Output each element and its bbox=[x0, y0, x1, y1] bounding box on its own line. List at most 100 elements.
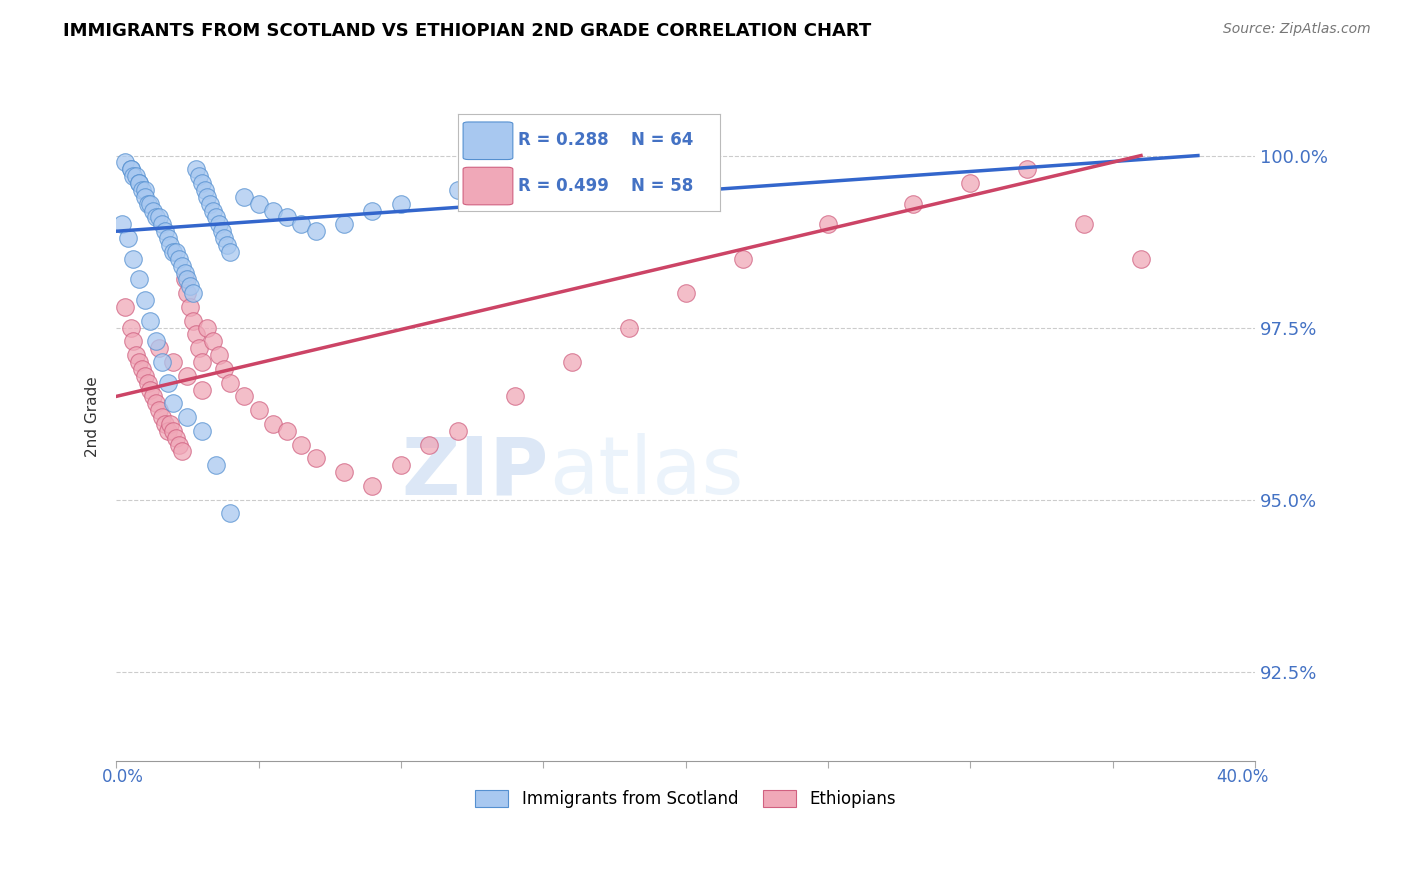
Point bbox=[162, 244, 184, 259]
Point bbox=[202, 334, 225, 349]
Point bbox=[173, 266, 195, 280]
Point bbox=[139, 314, 162, 328]
Point bbox=[125, 169, 148, 184]
Point bbox=[447, 424, 470, 438]
Point bbox=[262, 203, 284, 218]
Y-axis label: 2nd Grade: 2nd Grade bbox=[86, 376, 100, 458]
Point bbox=[162, 355, 184, 369]
Point bbox=[208, 348, 231, 362]
Point bbox=[247, 196, 270, 211]
Point bbox=[617, 320, 640, 334]
Point bbox=[304, 451, 326, 466]
Point bbox=[202, 203, 225, 218]
Point bbox=[122, 169, 145, 184]
Point bbox=[120, 162, 142, 177]
Point bbox=[200, 196, 222, 211]
Point bbox=[195, 190, 218, 204]
Point bbox=[361, 203, 384, 218]
Point bbox=[190, 176, 212, 190]
Point bbox=[333, 465, 356, 479]
Point bbox=[162, 396, 184, 410]
Point bbox=[176, 410, 198, 425]
Point bbox=[817, 218, 839, 232]
Point bbox=[139, 383, 162, 397]
Point bbox=[211, 224, 233, 238]
Point bbox=[361, 479, 384, 493]
Point bbox=[114, 300, 136, 314]
Point bbox=[333, 218, 356, 232]
Point bbox=[150, 410, 173, 425]
Point bbox=[205, 458, 228, 473]
Point bbox=[167, 437, 190, 451]
Point bbox=[176, 286, 198, 301]
Point bbox=[903, 196, 925, 211]
Point bbox=[122, 334, 145, 349]
Point bbox=[219, 376, 242, 390]
Point bbox=[389, 458, 412, 473]
Point bbox=[150, 355, 173, 369]
Text: IMMIGRANTS FROM SCOTLAND VS ETHIOPIAN 2ND GRADE CORRELATION CHART: IMMIGRANTS FROM SCOTLAND VS ETHIOPIAN 2N… bbox=[63, 22, 872, 40]
Point bbox=[111, 218, 134, 232]
Point bbox=[136, 376, 159, 390]
Point bbox=[142, 389, 165, 403]
Point bbox=[389, 196, 412, 211]
Point bbox=[214, 362, 236, 376]
Point bbox=[181, 286, 204, 301]
Point bbox=[193, 183, 215, 197]
Point bbox=[170, 444, 193, 458]
Point bbox=[114, 155, 136, 169]
Point bbox=[142, 203, 165, 218]
Point bbox=[131, 183, 153, 197]
Point bbox=[145, 396, 167, 410]
Point bbox=[187, 169, 209, 184]
Point bbox=[120, 320, 142, 334]
Point bbox=[145, 334, 167, 349]
Point bbox=[136, 196, 159, 211]
Point bbox=[117, 231, 139, 245]
Point bbox=[208, 218, 231, 232]
Point bbox=[145, 211, 167, 225]
Point bbox=[190, 355, 212, 369]
Point bbox=[290, 218, 312, 232]
Point bbox=[128, 176, 150, 190]
Point bbox=[447, 183, 470, 197]
Point bbox=[233, 389, 256, 403]
Point bbox=[156, 424, 179, 438]
Point bbox=[247, 403, 270, 417]
Point bbox=[167, 252, 190, 266]
Point bbox=[959, 176, 981, 190]
Point bbox=[165, 431, 187, 445]
Text: atlas: atlas bbox=[548, 434, 744, 511]
Point bbox=[170, 259, 193, 273]
Point bbox=[219, 244, 242, 259]
Point bbox=[503, 389, 526, 403]
Point bbox=[262, 417, 284, 431]
Point bbox=[205, 211, 228, 225]
Point bbox=[190, 424, 212, 438]
Point bbox=[290, 437, 312, 451]
Point bbox=[128, 272, 150, 286]
Point bbox=[128, 176, 150, 190]
Point bbox=[195, 320, 218, 334]
Point bbox=[162, 424, 184, 438]
Point bbox=[153, 224, 176, 238]
Point bbox=[181, 314, 204, 328]
Point bbox=[179, 300, 201, 314]
Point bbox=[184, 327, 207, 342]
Text: Source: ZipAtlas.com: Source: ZipAtlas.com bbox=[1223, 22, 1371, 37]
Point bbox=[418, 437, 440, 451]
Point bbox=[165, 244, 187, 259]
Point bbox=[131, 362, 153, 376]
Text: 0.0%: 0.0% bbox=[103, 768, 143, 786]
Point bbox=[1017, 162, 1039, 177]
Point bbox=[176, 368, 198, 383]
Point bbox=[150, 218, 173, 232]
Point bbox=[134, 190, 156, 204]
Point bbox=[153, 417, 176, 431]
Point bbox=[217, 238, 239, 252]
Point bbox=[148, 403, 170, 417]
Point bbox=[156, 376, 179, 390]
Point bbox=[122, 252, 145, 266]
Point bbox=[134, 293, 156, 307]
Point bbox=[134, 183, 156, 197]
